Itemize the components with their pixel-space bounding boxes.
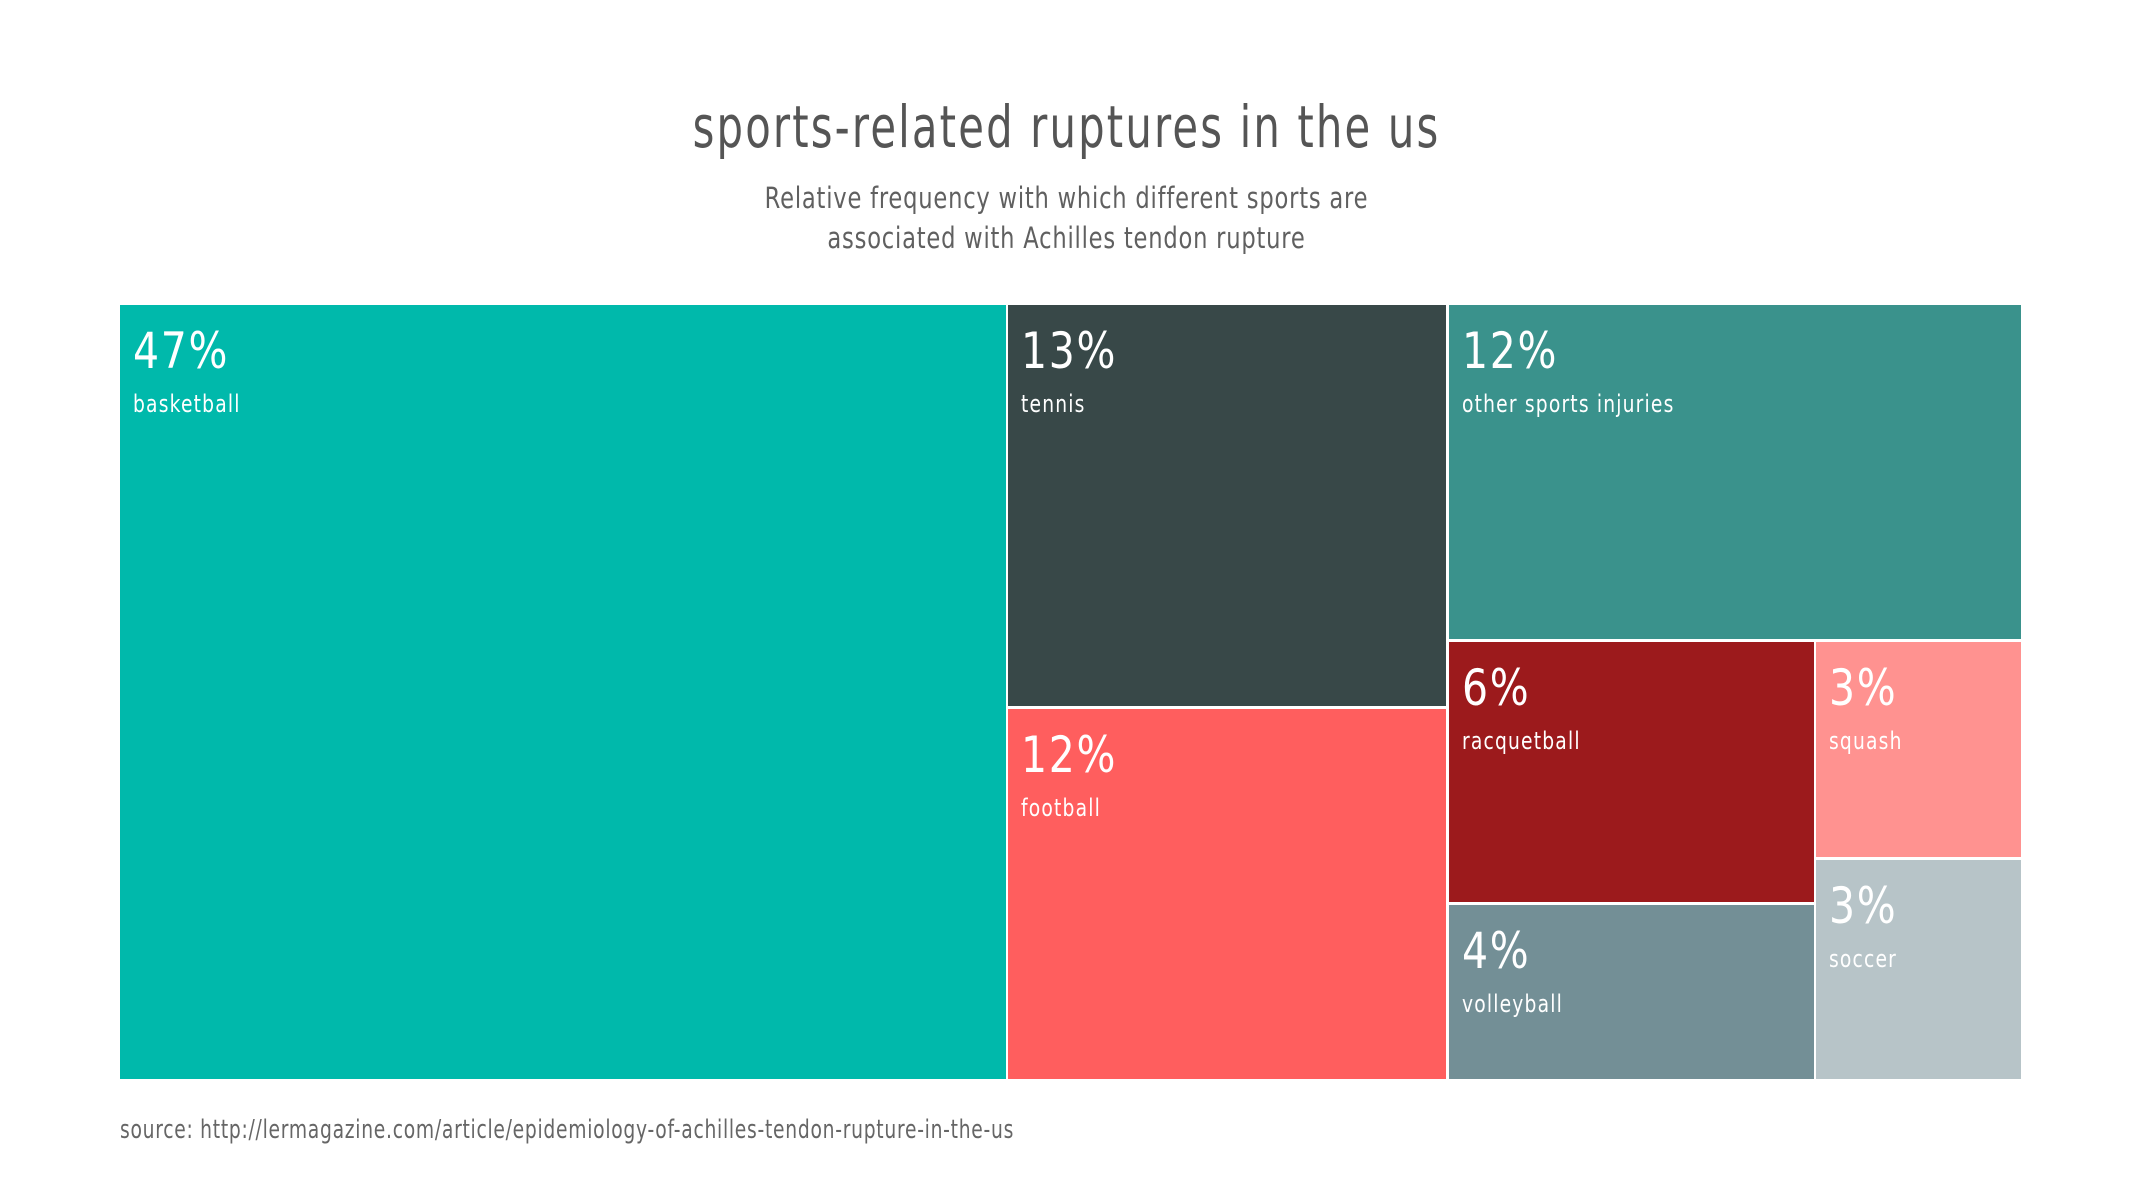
treemap-cell-basketball[interactable]: 47% basketball — [120, 305, 1006, 1079]
treemap-cell-squash[interactable]: 3% squash — [1816, 642, 2021, 857]
cell-label: squash — [1829, 727, 1903, 755]
cell-percentage: 12% — [1021, 726, 1118, 784]
cell-label: volleyball — [1462, 990, 1563, 1018]
cell-label: football — [1021, 794, 1101, 822]
treemap-cell-soccer[interactable]: 3% soccer — [1816, 860, 2021, 1079]
treemap-cell-tennis[interactable]: 13% tennis — [1008, 305, 1446, 706]
subtitle-line-2: associated with Achilles tendon rupture — [827, 221, 1306, 255]
treemap: 47% basketball 13% tennis 12% football 1… — [120, 305, 2021, 1079]
cell-percentage: 3% — [1829, 877, 1898, 935]
cell-label: basketball — [133, 390, 241, 418]
subtitle-line-1: Relative frequency with which different … — [764, 181, 1369, 215]
source-citation: source: http://lermagazine.com/article/e… — [120, 1115, 1015, 1145]
chart-title: sports-related ruptures in the us — [692, 93, 1441, 161]
treemap-cell-racquetball[interactable]: 6% racquetball — [1449, 642, 1814, 902]
treemap-cell-football[interactable]: 12% football — [1008, 709, 1446, 1079]
cell-label: racquetball — [1462, 727, 1581, 755]
cell-percentage: 47% — [133, 322, 230, 380]
cell-label: other sports injuries — [1462, 390, 1675, 418]
cell-percentage: 4% — [1462, 922, 1531, 980]
treemap-cell-volleyball[interactable]: 4% volleyball — [1449, 905, 1814, 1079]
cell-percentage: 3% — [1829, 659, 1898, 717]
cell-percentage: 13% — [1021, 322, 1118, 380]
cell-percentage: 6% — [1462, 659, 1531, 717]
treemap-cell-other-sports-injuries[interactable]: 12% other sports injuries — [1449, 305, 2021, 639]
chart-subtitle: Relative frequency with which different … — [235, 178, 1899, 258]
cell-label: soccer — [1829, 945, 1898, 973]
cell-label: tennis — [1021, 390, 1086, 418]
cell-percentage: 12% — [1462, 322, 1559, 380]
